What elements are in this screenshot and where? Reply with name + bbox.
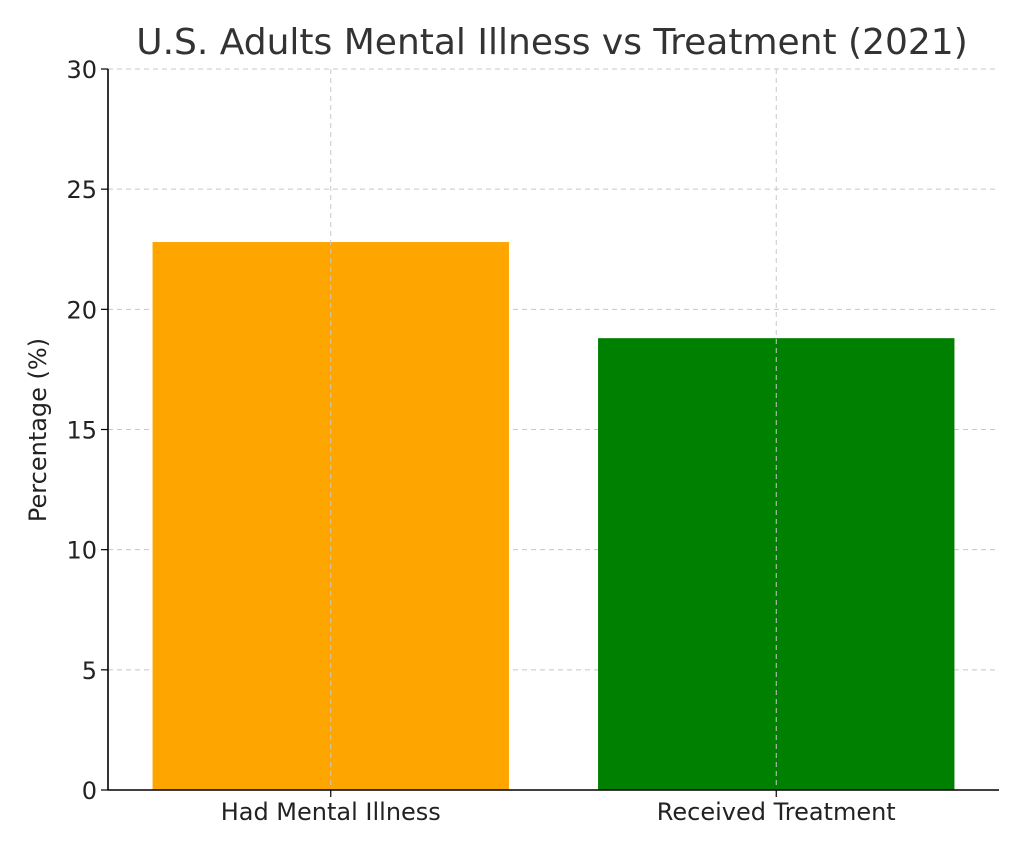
y-tick-label: 0 [82, 777, 97, 805]
vertical-grid-lines [330, 69, 777, 790]
bars [152, 242, 955, 791]
y-tick-label: 30 [66, 56, 97, 84]
y-tick-label: 20 [66, 296, 97, 324]
x-tick-label: Had Mental Illness [221, 798, 441, 826]
y-tick-label: 15 [66, 417, 97, 445]
x-tick-label: Received Treatment [657, 798, 896, 826]
y-tick-label: 5 [82, 657, 97, 685]
y-tick-label: 25 [66, 176, 97, 204]
chart-title: U.S. Adults Mental Illness vs Treatment … [136, 22, 968, 63]
y-tick-label: 10 [66, 537, 97, 565]
x-axis-ticks: Had Mental Illness Received Treatment [221, 790, 896, 826]
y-axis-label: Percentage (%) [24, 338, 52, 522]
y-axis-ticks: 0 5 10 15 20 25 30 [66, 56, 108, 805]
